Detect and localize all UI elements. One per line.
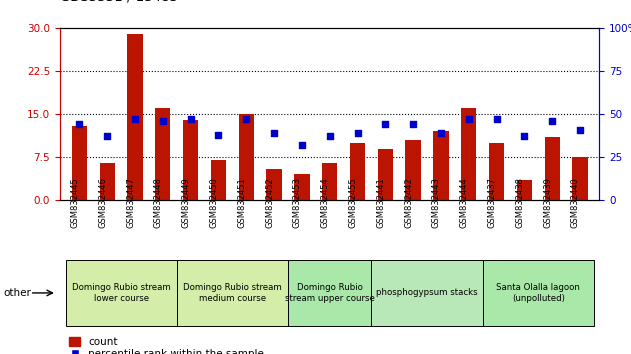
- Bar: [100, 163, 115, 200]
- Point: [186, 116, 196, 122]
- Bar: [517, 180, 532, 200]
- Bar: [322, 163, 338, 200]
- Text: GSM832451: GSM832451: [237, 178, 246, 228]
- Point: [269, 130, 279, 136]
- Point: [547, 118, 557, 124]
- Text: GSM832444: GSM832444: [460, 178, 469, 228]
- Legend: count, percentile rank within the sample: count, percentile rank within the sample: [65, 333, 268, 354]
- Bar: [127, 34, 143, 200]
- Text: GSM832448: GSM832448: [154, 177, 163, 228]
- Point: [130, 116, 140, 122]
- Bar: [155, 108, 170, 200]
- Bar: [266, 169, 281, 200]
- Point: [436, 130, 446, 136]
- Text: GSM832454: GSM832454: [321, 178, 329, 228]
- Text: GSM832446: GSM832446: [98, 177, 107, 228]
- Point: [408, 122, 418, 127]
- Point: [492, 116, 502, 122]
- Text: GSM832439: GSM832439: [543, 177, 552, 228]
- Text: GSM832438: GSM832438: [516, 177, 524, 228]
- Point: [464, 116, 474, 122]
- Text: other: other: [3, 288, 31, 298]
- Text: GSM832447: GSM832447: [126, 177, 135, 228]
- Point: [102, 134, 112, 139]
- Text: phosphogypsum stacks: phosphogypsum stacks: [376, 289, 478, 297]
- Bar: [378, 149, 393, 200]
- Text: GSM832442: GSM832442: [404, 178, 413, 228]
- Point: [324, 134, 334, 139]
- Bar: [350, 143, 365, 200]
- Bar: [461, 108, 476, 200]
- Bar: [66, 260, 177, 326]
- Text: Domingo Rubio stream
lower course: Domingo Rubio stream lower course: [72, 283, 170, 303]
- Text: GSM832449: GSM832449: [182, 178, 191, 228]
- Bar: [572, 157, 587, 200]
- Point: [74, 122, 85, 127]
- Bar: [177, 260, 288, 326]
- Text: GSM832450: GSM832450: [209, 178, 218, 228]
- Bar: [545, 137, 560, 200]
- Text: Santa Olalla lagoon
(unpolluted): Santa Olalla lagoon (unpolluted): [497, 283, 581, 303]
- Point: [213, 132, 223, 138]
- Text: GDS5331 / 13483: GDS5331 / 13483: [60, 0, 178, 4]
- Text: Domingo Rubio
stream upper course: Domingo Rubio stream upper course: [285, 283, 375, 303]
- Point: [158, 118, 168, 124]
- Bar: [489, 143, 504, 200]
- Point: [297, 142, 307, 148]
- Bar: [483, 260, 594, 326]
- Bar: [211, 160, 226, 200]
- Text: GSM832441: GSM832441: [376, 178, 386, 228]
- Bar: [372, 260, 483, 326]
- Point: [380, 122, 391, 127]
- Point: [241, 116, 251, 122]
- Text: GSM832445: GSM832445: [71, 178, 80, 228]
- Bar: [294, 174, 310, 200]
- Bar: [183, 120, 198, 200]
- Text: GSM832440: GSM832440: [571, 178, 580, 228]
- Bar: [406, 140, 421, 200]
- Text: GSM832437: GSM832437: [488, 177, 497, 228]
- Bar: [433, 131, 449, 200]
- Bar: [72, 126, 87, 200]
- Text: GSM832455: GSM832455: [348, 178, 358, 228]
- Bar: [239, 114, 254, 200]
- Text: GSM832443: GSM832443: [432, 177, 441, 228]
- Text: GSM832453: GSM832453: [293, 177, 302, 228]
- Bar: [288, 260, 372, 326]
- Point: [519, 134, 529, 139]
- Point: [353, 130, 363, 136]
- Point: [575, 127, 585, 132]
- Text: GSM832452: GSM832452: [265, 178, 274, 228]
- Text: Domingo Rubio stream
medium course: Domingo Rubio stream medium course: [183, 283, 281, 303]
